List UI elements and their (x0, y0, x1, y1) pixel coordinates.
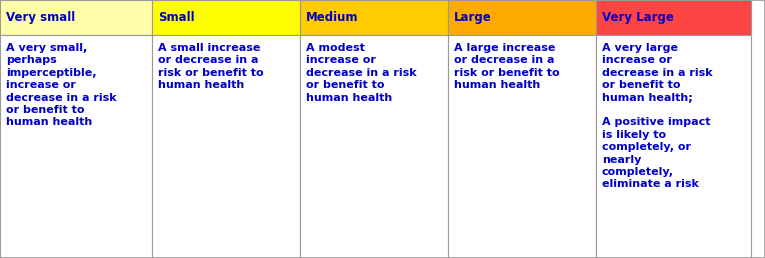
Text: A large increase
or decrease in a
risk or benefit to
human health: A large increase or decrease in a risk o… (454, 43, 560, 90)
Bar (300, 35, 448, 258)
Text: Very Large: Very Large (602, 11, 674, 24)
Bar (0, 0, 152, 35)
Bar (596, 0, 751, 35)
Bar (596, 35, 751, 258)
Text: Very small: Very small (6, 11, 75, 24)
Text: Small: Small (158, 11, 194, 24)
Bar (448, 35, 596, 258)
Bar (300, 0, 448, 35)
Text: Medium: Medium (306, 11, 359, 24)
Text: A very large
increase or
decrease in a risk
or benefit to
human health;

A posit: A very large increase or decrease in a r… (602, 43, 713, 189)
Bar (152, 0, 300, 35)
Text: Large: Large (454, 11, 492, 24)
Bar (152, 35, 300, 258)
Bar (448, 0, 596, 35)
Text: A small increase
or decrease in a
risk or benefit to
human health: A small increase or decrease in a risk o… (158, 43, 264, 90)
Text: A modest
increase or
decrease in a risk
or benefit to
human health: A modest increase or decrease in a risk … (306, 43, 417, 103)
Bar (0, 35, 152, 258)
Text: A very small,
perhaps
imperceptible,
increase or
decrease in a risk
or benefit t: A very small, perhaps imperceptible, inc… (6, 43, 116, 127)
